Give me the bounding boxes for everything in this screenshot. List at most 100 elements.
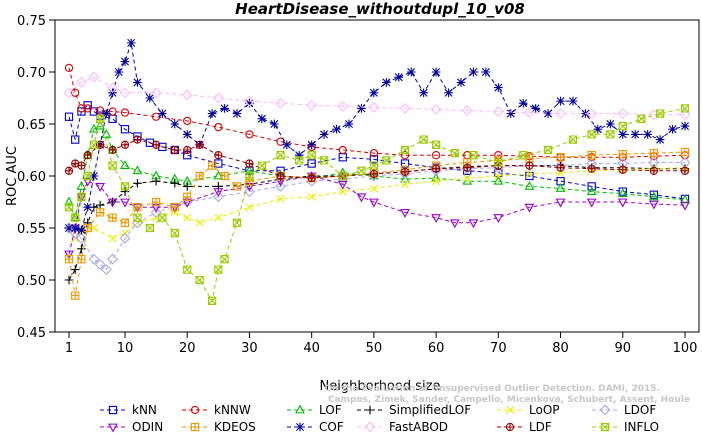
data-point-inflo bbox=[543, 145, 553, 155]
legend-item-odin: ODIN bbox=[100, 420, 163, 434]
data-point-cof bbox=[133, 78, 142, 87]
data-point-cof bbox=[294, 150, 304, 160]
data-point-inflo bbox=[338, 171, 347, 181]
data-point-ldf bbox=[431, 164, 441, 173]
data-point-knn bbox=[587, 182, 596, 191]
data-point-lof bbox=[120, 160, 130, 170]
data-point-kdeos bbox=[183, 192, 192, 201]
data-point-kdeos bbox=[220, 171, 229, 181]
data-point-ldf bbox=[108, 145, 117, 155]
legend-item-knn: kNN bbox=[100, 403, 157, 417]
data-point-inflo bbox=[195, 275, 204, 285]
legend-item-inflo: INFLO bbox=[592, 420, 659, 434]
data-point-odin bbox=[431, 214, 442, 224]
data-point-cof bbox=[419, 88, 428, 98]
data-point-fastabod bbox=[119, 87, 131, 99]
data-point-simplifiedlof bbox=[182, 182, 192, 191]
data-point-kdeos bbox=[83, 223, 92, 233]
data-point-inflo bbox=[220, 255, 229, 264]
data-point-cof bbox=[270, 119, 279, 129]
data-point-fastabod bbox=[306, 99, 318, 111]
data-point-ldf bbox=[195, 140, 204, 149]
x-tick-label: 70 bbox=[490, 341, 507, 356]
data-point-inflo bbox=[232, 218, 242, 227]
data-point-cof bbox=[357, 104, 366, 113]
data-point-ldof bbox=[100, 264, 112, 276]
data-point-ldof bbox=[107, 253, 119, 265]
series-kdeos bbox=[64, 147, 690, 300]
y-tick-label: 0.75 bbox=[17, 14, 46, 29]
data-point-inflo bbox=[494, 158, 503, 167]
data-point-cof bbox=[456, 78, 466, 87]
data-point-lof bbox=[213, 170, 224, 180]
data-point-kdeos bbox=[71, 291, 80, 300]
data-point-knnw bbox=[71, 88, 80, 97]
data-point-cof bbox=[481, 67, 491, 77]
data-point-kdeos bbox=[108, 213, 117, 222]
data-point-inflo bbox=[319, 156, 329, 165]
legend-label: LDF bbox=[529, 420, 552, 434]
data-point-inflo bbox=[400, 145, 410, 155]
legend-swatch-marker bbox=[364, 421, 376, 433]
data-point-loop bbox=[525, 169, 534, 178]
data-point-odin bbox=[493, 214, 504, 224]
data-point-cof bbox=[232, 109, 242, 118]
data-point-knnw bbox=[83, 104, 92, 113]
data-point-kdeos bbox=[77, 255, 86, 264]
data-point-knn bbox=[71, 135, 80, 144]
data-point-lof bbox=[132, 165, 143, 175]
legend-swatch-marker bbox=[190, 422, 200, 432]
data-point-knnw bbox=[400, 151, 410, 160]
data-point-odin bbox=[337, 180, 348, 190]
data-point-fastabod bbox=[337, 100, 349, 112]
data-point-cof bbox=[680, 121, 690, 131]
data-point-lof bbox=[586, 186, 597, 196]
data-point-kdeos bbox=[207, 161, 217, 170]
x-tick-label: 1 bbox=[65, 341, 73, 356]
data-point-lof bbox=[493, 175, 504, 185]
data-point-knn bbox=[307, 159, 316, 168]
data-point-cof bbox=[245, 98, 254, 108]
data-point-cof bbox=[518, 98, 528, 108]
data-point-cof bbox=[83, 202, 92, 212]
watermark-line-2: Campos, Zimek, Sander, Campello, Micenko… bbox=[328, 395, 690, 405]
data-point-loop bbox=[401, 180, 409, 189]
data-point-knn bbox=[120, 125, 130, 134]
data-point-kdeos bbox=[556, 153, 565, 162]
data-point-odin bbox=[680, 201, 690, 211]
data-point-fastabod bbox=[150, 87, 162, 99]
x-tick-label: 40 bbox=[303, 341, 320, 356]
data-point-simplifiedlof bbox=[95, 200, 105, 210]
data-point-cof bbox=[145, 93, 155, 103]
data-point-cof bbox=[556, 96, 565, 106]
data-point-ldf bbox=[369, 169, 379, 179]
data-point-knnw bbox=[245, 130, 254, 139]
data-point-fastabod bbox=[212, 92, 224, 104]
data-point-inflo bbox=[64, 203, 74, 212]
data-point-cof bbox=[655, 135, 665, 144]
data-point-fastabod bbox=[75, 76, 87, 88]
chart-title: HeartDisease_withoutdupl_10_v08 bbox=[235, 0, 525, 18]
legend-swatch-marker bbox=[599, 404, 611, 416]
data-point-inflo bbox=[89, 140, 99, 149]
data-point-inflo bbox=[170, 229, 179, 238]
data-point-cof bbox=[89, 171, 99, 181]
series-simplifiedlof bbox=[64, 161, 690, 285]
data-point-cof bbox=[431, 67, 441, 77]
data-point-odin bbox=[648, 200, 659, 210]
data-point-lof bbox=[648, 191, 659, 201]
data-point-inflo bbox=[519, 151, 528, 160]
data-point-ldf bbox=[133, 135, 142, 144]
data-point-loop bbox=[494, 172, 503, 180]
data-point-ldf bbox=[400, 167, 410, 176]
data-point-cof bbox=[394, 72, 404, 82]
data-point-odin bbox=[356, 193, 367, 203]
data-point-cof bbox=[630, 130, 640, 139]
data-point-lof bbox=[680, 194, 690, 204]
data-point-inflo bbox=[145, 223, 155, 233]
legend-label: COF bbox=[319, 420, 344, 434]
data-point-loop bbox=[369, 184, 378, 193]
data-point-ldf bbox=[587, 164, 596, 173]
data-point-loop bbox=[245, 203, 254, 212]
data-point-cof bbox=[307, 140, 316, 150]
